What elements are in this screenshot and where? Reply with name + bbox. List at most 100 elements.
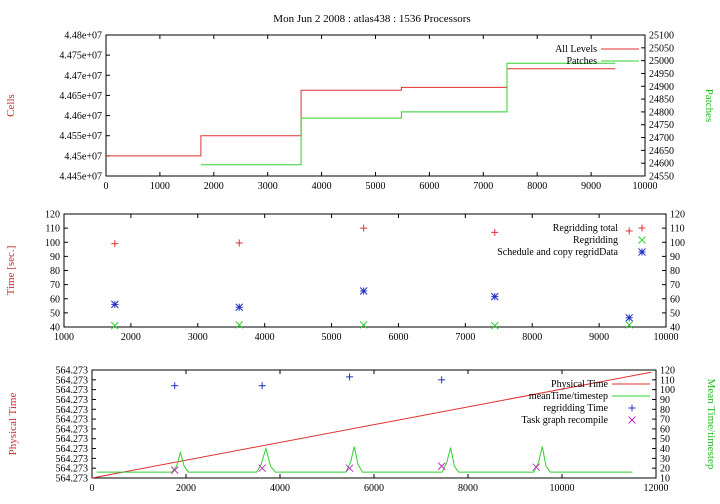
panel2-series-schedule-and-copy-regriddata-point [359, 287, 368, 295]
panel1-ytick-label: 4.455e+07 [59, 131, 102, 142]
panel3-series-task-graph-recompile-point [258, 464, 266, 473]
panel3-ytick-label: 564.273 [56, 444, 89, 455]
panel1-y2tick-label: 24550 [649, 172, 674, 183]
panel1-y2tick-label: 24950 [649, 69, 674, 80]
panel2-y2tick-label: 60 [670, 294, 680, 305]
panel3-y2tick-label: 110 [660, 375, 675, 386]
panel1-xtick-label: 1000 [150, 181, 170, 192]
panel3-y2label: Mean Time/timestep [705, 379, 717, 470]
panel2-xtick-label: 2000 [121, 332, 141, 343]
panel2-series-regridding-point-d2 [490, 321, 499, 330]
panel2-xtick-label: 8000 [522, 332, 542, 343]
panel3-y2tick-label: 20 [660, 464, 670, 475]
panel1-frame [105, 34, 646, 177]
panel2-series-regridding-total-point [111, 240, 119, 248]
panel2-xtick-label: 6000 [388, 332, 408, 343]
panel2-legend-schedule-and-copy-regriddata-marker [638, 248, 646, 256]
panel1-y2tick-label: 24800 [649, 107, 674, 118]
panel2-xtick-label: 9000 [589, 332, 609, 343]
chart-title: Mon Jun 2 2008 : atlas438 : 1536 Process… [273, 13, 470, 25]
panel3-xtick-label: 10000 [550, 483, 575, 494]
panel1-ytick-label: 4.47e+07 [64, 71, 102, 82]
panel1-legend-patches-label: Patches [566, 56, 597, 67]
panel3-legend-regridding-time-marker [628, 404, 636, 412]
panel2-series-regridding-point [625, 321, 634, 329]
panel2-series-regridding-total-point [625, 227, 633, 235]
panel2-ytick-label: 80 [50, 266, 60, 277]
panel3-series-physical-time-line [91, 371, 652, 479]
panel3-ytick-label: 564.273 [56, 424, 89, 435]
panel3-ytick-label: 564.273 [56, 434, 89, 445]
panel2-series-schedule-and-copy-regriddata-point [235, 303, 244, 312]
panel1-y2label: Patches [703, 89, 715, 123]
panel3-ytick-label: 564.273 [56, 405, 89, 416]
panel3-xtick-label: 6000 [364, 483, 384, 494]
panel2-y2tick-label: 90 [670, 252, 680, 263]
panel1-series-patches-line [200, 62, 616, 166]
panel3-ytick-label: 564.273 [56, 454, 89, 465]
panel3-legend-task-graph-recompile-label: Task graph recompile [522, 415, 609, 426]
panel2-ytick-label: 60 [50, 294, 60, 305]
panel1-series-all-levels-line [106, 68, 616, 157]
panel2-xtick-label: 4000 [255, 332, 275, 343]
panel1-xtick-label: 7000 [473, 181, 493, 192]
panel1-legend-all-levels-label: All Levels [555, 44, 597, 55]
panel2-xtick-label: 7000 [455, 332, 475, 343]
panel3-series-task-graph-recompile-point-d2 [258, 464, 266, 473]
panel2-legend-regridding-total-label: Regridding total [553, 223, 618, 234]
panel2-series-schedule-and-copy-regriddata-point-d2 [625, 313, 634, 322]
panel3-ytick-label: 564.273 [56, 464, 89, 475]
panel2-y2tick-label: 50 [670, 308, 680, 319]
panel2-legend-regridding-marker [638, 236, 646, 244]
panel2-series-schedule-and-copy-regriddata-point-d2 [359, 287, 368, 295]
panel1-xtick-label: 0 [104, 181, 109, 192]
panel3-y2tick-label: 50 [660, 434, 670, 445]
panel2-series-schedule-and-copy-regriddata-point-d2 [110, 300, 119, 309]
panel2-series-regridding-point [110, 321, 119, 330]
panel3-y2tick-label: 120 [660, 366, 675, 377]
panel3-y2tick-label: 40 [660, 444, 670, 455]
panel1-xtick-label: 4000 [312, 181, 332, 192]
panel2-series-schedule-and-copy-regriddata-point-d2 [235, 303, 244, 312]
panel1-xtick-label: 10000 [633, 181, 658, 192]
panel3-series-task-graph-recompile-point [532, 463, 541, 472]
panel3-legend-task-graph-recompile-marker-d2 [628, 416, 636, 424]
panel1-ytick-label: 4.45e+07 [64, 151, 102, 162]
panel3-ytick-label: 564.273 [56, 385, 89, 396]
panel2-ytick-label: 70 [50, 280, 60, 291]
panel2-legend-schedule-and-copy-regriddata-label: Schedule and copy regridData [497, 247, 618, 258]
panel2-series-schedule-and-copy-regriddata-point [110, 300, 119, 309]
panel1-y2tick-label: 24850 [649, 95, 674, 106]
panel1-xtick-label: 9000 [581, 181, 601, 192]
panel1-xtick-label: 2000 [204, 181, 224, 192]
panel2-series-regridding-total-point [235, 239, 243, 247]
panel3-y2tick-label: 10 [660, 474, 670, 485]
panel3-series-task-graph-recompile-point [170, 466, 179, 474]
panel1-ylabel: Cells [5, 94, 17, 117]
panel1-xtick-label: 3000 [258, 181, 278, 192]
panel3-legend-meantime-timestep-label: meanTime/timestep [529, 391, 608, 402]
panel3-ytick-label: 564.273 [56, 415, 89, 426]
panel3-series-task-graph-recompile-point [437, 462, 446, 471]
panel2-series-schedule-and-copy-regriddata-point-d2 [490, 292, 499, 301]
panel2-xtick-label: 10000 [654, 332, 679, 343]
panel2-series-regridding-total-point [491, 228, 499, 236]
panel2-series-regridding-total-point [360, 224, 368, 232]
panel1-xtick-label: 5000 [366, 181, 386, 192]
panel3-ytick-label: 564.273 [56, 375, 89, 386]
panel3-xtick-label: 2000 [176, 483, 196, 494]
panel1-ytick-label: 4.445e+07 [59, 172, 102, 183]
panel2-y2tick-label: 120 [670, 210, 685, 221]
panel3-xtick-label: 0 [90, 483, 95, 494]
panel2-series-regridding-point-d2 [625, 321, 634, 329]
panel3-series-regridding-time-point [171, 382, 179, 390]
panel3-series-task-graph-recompile-point [345, 464, 354, 473]
panel2-y2tick-label: 100 [670, 238, 685, 249]
panel2-xtick-label: 1000 [54, 332, 74, 343]
panel2-ytick-label: 100 [45, 238, 60, 249]
panel3-series-task-graph-recompile-point-d2 [345, 464, 354, 473]
panel2-y2tick-label: 70 [670, 280, 680, 291]
panel2-ytick-label: 90 [50, 252, 60, 263]
panel2-ytick-label: 110 [45, 224, 60, 235]
panel3-ylabel: Physical Time [7, 393, 19, 456]
